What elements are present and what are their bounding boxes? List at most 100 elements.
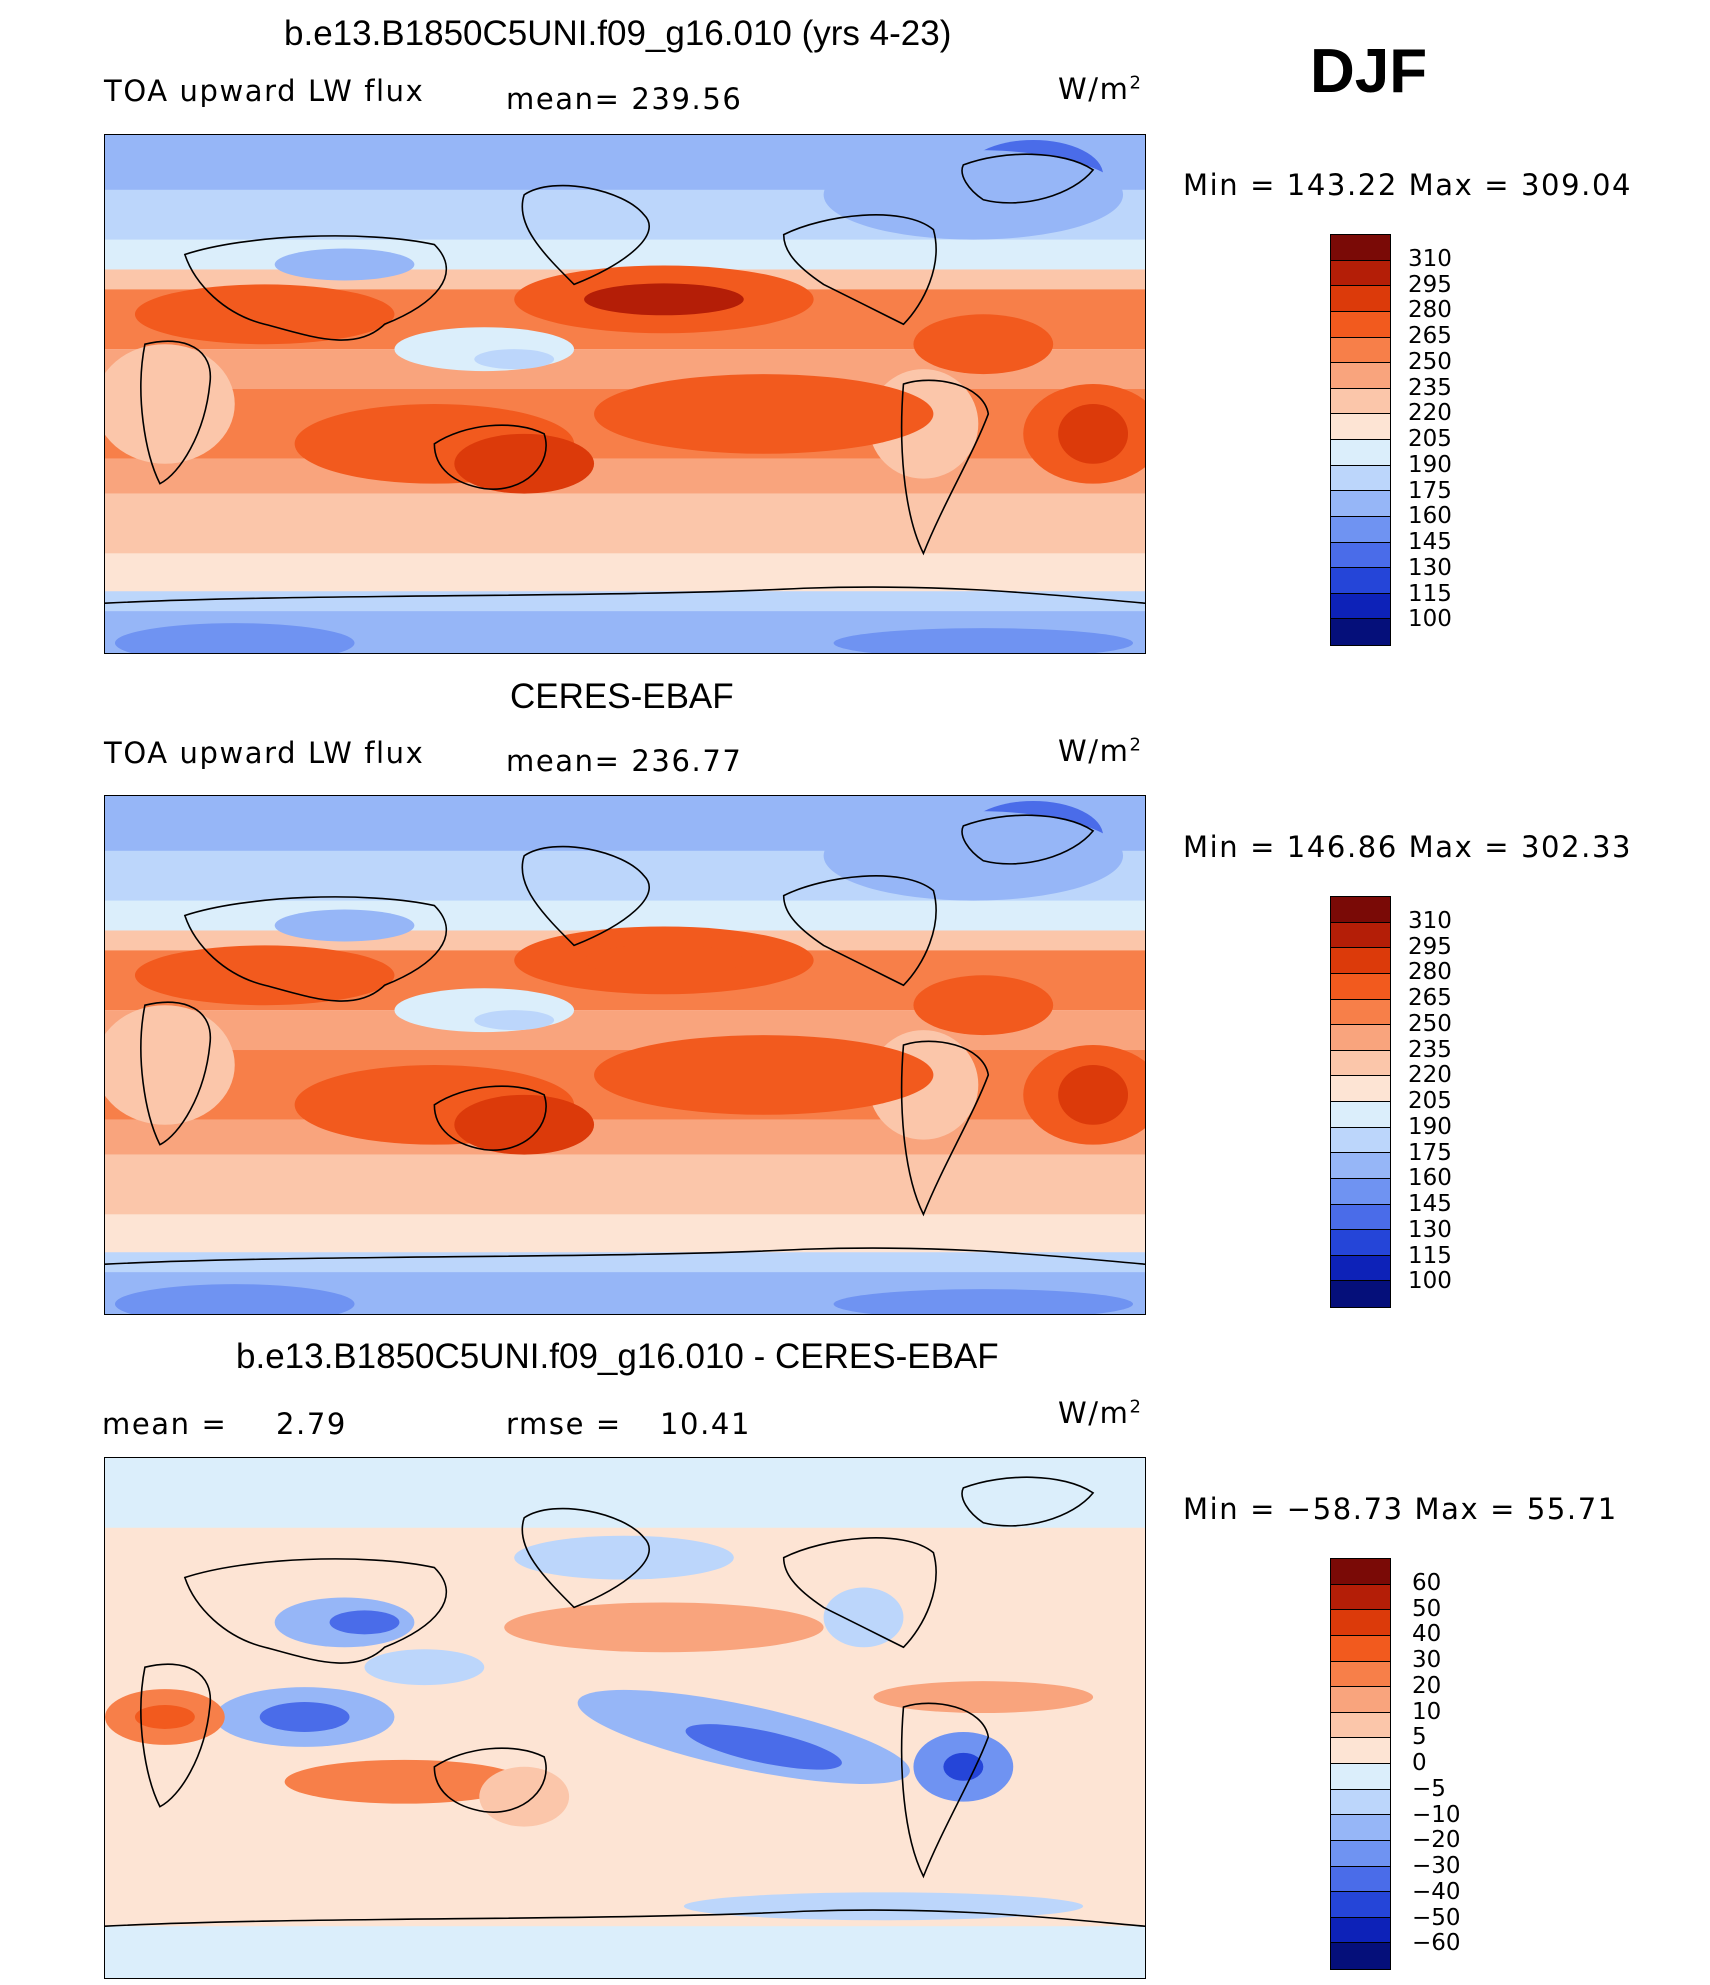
south-indian-positive bbox=[284, 1759, 525, 1804]
coastline bbox=[140, 340, 212, 485]
atlantic-itcz-positive bbox=[873, 1681, 1094, 1714]
colorbar-tick-label: 145 bbox=[1408, 1191, 1452, 1217]
colorbar-swatch bbox=[1331, 1917, 1390, 1944]
colorbar-swatch bbox=[1331, 1661, 1390, 1688]
colorbar-swatch bbox=[1331, 260, 1390, 287]
colorbar-swatch bbox=[1331, 337, 1390, 364]
colorbar-tick-label: 205 bbox=[1408, 1088, 1452, 1114]
coastline bbox=[782, 214, 937, 326]
congo-convection bbox=[105, 344, 235, 464]
map-svg bbox=[105, 1458, 1145, 1978]
colorbar-tick-label: −50 bbox=[1412, 1904, 1461, 1931]
colorbar-tick-label: 220 bbox=[1408, 400, 1452, 427]
colorbar-tick-label: 190 bbox=[1408, 451, 1452, 478]
coastline bbox=[782, 1537, 937, 1649]
coastline bbox=[961, 814, 1095, 865]
colorbar-swatch bbox=[1331, 1712, 1390, 1739]
panel1-minmax: Min = 143.22 Max = 309.04 bbox=[1183, 168, 1633, 202]
colorbar-swatch bbox=[1331, 440, 1390, 466]
colorbar-swatch bbox=[1331, 465, 1390, 492]
colorbar-swatch bbox=[1331, 1943, 1390, 1969]
coastlines bbox=[105, 1476, 1145, 1927]
sahara-arabia-warm bbox=[134, 284, 395, 345]
coastline bbox=[183, 235, 448, 341]
coastline bbox=[183, 1558, 448, 1664]
colorbar-tick-label: 0 bbox=[1412, 1750, 1427, 1776]
colorbar-tick-label: 160 bbox=[1408, 503, 1452, 530]
antarctic-band bbox=[105, 1926, 1145, 1978]
colorbar-swatch bbox=[1331, 363, 1390, 389]
panel3-minmax: Min = −58.73 Max = 55.71 bbox=[1183, 1492, 1618, 1526]
colorbar-tick-label: −30 bbox=[1412, 1853, 1461, 1879]
maritime-continent-core bbox=[474, 349, 555, 370]
panel1-mean: mean= 239.56 bbox=[506, 82, 743, 116]
colorbar-tick-label: 280 bbox=[1408, 959, 1452, 986]
colorbar-swatch bbox=[1331, 1815, 1390, 1841]
colorbar-tick-label: 250 bbox=[1408, 1010, 1452, 1037]
coastline bbox=[521, 845, 650, 947]
colorbar-swatch bbox=[1331, 516, 1390, 543]
antarctic-cold-east bbox=[833, 628, 1133, 653]
colorbar-swatch bbox=[1331, 973, 1390, 1000]
colorbar-swatch bbox=[1331, 619, 1390, 645]
colorbar-tick-label: 295 bbox=[1408, 271, 1452, 298]
colorbar-swatch bbox=[1331, 1178, 1390, 1205]
coastline bbox=[900, 1702, 990, 1879]
panel3-map bbox=[104, 1457, 1146, 1979]
colorbar-tick-label: 175 bbox=[1408, 1139, 1452, 1166]
australia-warm bbox=[454, 1094, 595, 1155]
colorbar-tick-label: −10 bbox=[1412, 1801, 1461, 1828]
panel1-colorbar bbox=[1330, 234, 1391, 646]
colorbar-swatch bbox=[1331, 1204, 1390, 1231]
coastline bbox=[961, 153, 1095, 204]
colorbar-swatch bbox=[1331, 235, 1390, 261]
colorbar-tick-label: 190 bbox=[1408, 1113, 1452, 1140]
colorbar-swatch bbox=[1331, 1153, 1390, 1179]
coastline bbox=[183, 896, 448, 1002]
north-pacific-positive bbox=[504, 1602, 824, 1653]
colorbar-tick-label: 265 bbox=[1408, 985, 1452, 1011]
coastline bbox=[900, 1040, 990, 1217]
south-atlantic-core bbox=[1058, 1064, 1129, 1125]
colorbar-tick-label: 115 bbox=[1408, 580, 1452, 607]
panel3-mean-value: 2.79 bbox=[276, 1407, 347, 1441]
north-atlantic-cold bbox=[823, 810, 1124, 901]
season-label: DJF bbox=[1310, 37, 1428, 106]
colorbar-swatch bbox=[1331, 1255, 1390, 1282]
africa-positive-core bbox=[134, 1705, 195, 1729]
tibet-cold bbox=[274, 909, 415, 942]
panel1-map bbox=[104, 134, 1146, 654]
coastline bbox=[140, 1001, 212, 1146]
spcz-negative-core bbox=[685, 1724, 842, 1770]
southern-midlatitude-band bbox=[105, 493, 1145, 554]
coastline bbox=[140, 1663, 212, 1808]
colorbar-tick-label: 20 bbox=[1412, 1672, 1442, 1699]
colorbar-tick-label: 295 bbox=[1408, 933, 1452, 960]
panel3-units: W/m2 bbox=[1058, 1396, 1143, 1430]
north-pacific-negative bbox=[514, 1535, 734, 1580]
colorbar-tick-label: 235 bbox=[1408, 374, 1452, 401]
maritime-negative bbox=[364, 1649, 485, 1686]
colorbar-tick-label: 130 bbox=[1408, 1216, 1452, 1243]
subtropic-band-south bbox=[105, 1119, 1145, 1155]
southern-midlatitude-band bbox=[105, 1154, 1145, 1215]
south-pacific-warm bbox=[594, 1035, 934, 1115]
colorbar-swatch bbox=[1331, 568, 1390, 594]
subtropic-band-south bbox=[105, 458, 1145, 494]
south-atlantic-core bbox=[1058, 403, 1129, 464]
south-pacific-warm bbox=[594, 374, 934, 454]
colorbar-swatch bbox=[1331, 1050, 1390, 1077]
colorbar-tick-label: −40 bbox=[1412, 1878, 1461, 1905]
colorbar-swatch bbox=[1331, 1584, 1390, 1611]
colorbar-tick-label: 5 bbox=[1412, 1724, 1427, 1751]
coastline bbox=[521, 1507, 650, 1609]
panel2-units: W/m2 bbox=[1058, 734, 1143, 768]
colorbar-swatch bbox=[1331, 1789, 1390, 1816]
colorbar-tick-label: 280 bbox=[1408, 297, 1452, 324]
colorbar-tick-label: 60 bbox=[1412, 1569, 1442, 1596]
tibet-negative-core bbox=[329, 1610, 400, 1635]
colorbar-tick-label: 205 bbox=[1408, 426, 1452, 452]
colorbar-tick-label: 175 bbox=[1408, 477, 1452, 504]
colorbar-swatch bbox=[1331, 1281, 1390, 1307]
antarctic-cold-west bbox=[115, 623, 355, 653]
